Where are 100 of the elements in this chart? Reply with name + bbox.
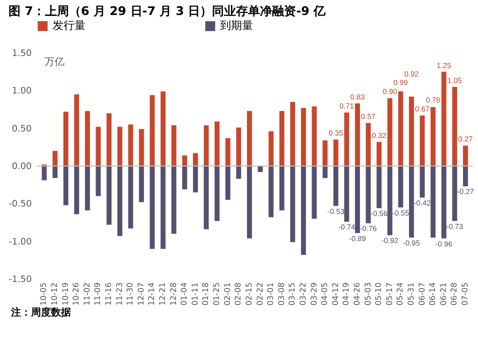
bar — [150, 95, 155, 166]
bar — [452, 166, 458, 221]
bar — [128, 166, 134, 229]
bar — [236, 166, 242, 179]
bar — [214, 166, 220, 221]
bar — [333, 140, 338, 166]
bar — [409, 96, 414, 166]
bar — [117, 126, 122, 166]
bar — [420, 166, 425, 198]
bar — [171, 166, 176, 234]
bar — [182, 166, 188, 190]
bar — [333, 166, 338, 206]
bar — [160, 91, 166, 166]
bar — [84, 110, 90, 166]
bar — [138, 166, 144, 202]
bar — [171, 125, 176, 166]
bar — [214, 121, 220, 166]
x-tick-label: 10-05 — [39, 282, 48, 306]
y-tick-label: 0.50 — [12, 124, 32, 134]
bar — [279, 166, 284, 210]
bar — [376, 166, 382, 208]
bar — [409, 166, 414, 238]
bar — [192, 166, 198, 192]
bar — [204, 166, 209, 230]
bar — [63, 112, 68, 166]
x-tick-label: 11-16 — [104, 282, 114, 306]
x-tick-label: 11-30 — [126, 282, 135, 306]
legend-label: 到期量 — [220, 19, 254, 32]
chart-title: 图 7：上周（6 月 29 日-7 月 3 日）同业存单净融资-9 亿 — [8, 4, 327, 18]
y-tick-label: -1.00 — [8, 237, 32, 248]
bar — [387, 166, 392, 236]
x-tick-label: 03-01 — [266, 282, 276, 306]
x-tick-label: 10-26 — [72, 282, 81, 306]
x-tick-label: 07-05 — [460, 282, 470, 306]
bar — [290, 166, 296, 242]
x-tick-label: 01-18 — [201, 282, 210, 306]
x-tick-label: 02-01 — [222, 282, 232, 306]
x-tick-label: 10-12 — [50, 282, 60, 306]
bar — [182, 155, 188, 166]
bar — [84, 166, 90, 210]
x-tick-label: 10-19 — [60, 282, 70, 306]
bar — [268, 166, 274, 218]
bar — [128, 124, 134, 166]
bar — [430, 166, 436, 238]
bar — [279, 110, 284, 166]
bar — [463, 146, 468, 166]
bar — [463, 166, 468, 186]
bar — [106, 166, 112, 225]
bar — [398, 91, 404, 166]
bar — [344, 112, 350, 166]
x-tick-label: 11-02 — [82, 282, 92, 306]
x-tick-label: 04-12 — [330, 282, 340, 306]
x-tick-label: 11-09 — [93, 282, 102, 306]
bar — [441, 166, 446, 238]
x-tick-label: 05-31 — [406, 282, 416, 306]
bar — [225, 166, 230, 200]
text: 注：周度数据 — [10, 306, 71, 319]
x-tick-label: 02-22 — [255, 282, 264, 306]
bar — [246, 166, 252, 238]
bar — [246, 110, 252, 166]
x-tick-label: 03-29 — [309, 282, 318, 306]
bar — [354, 166, 360, 234]
bar — [366, 123, 371, 166]
x-tick-label: 03-08 — [276, 282, 286, 306]
legend-label: 发行量 — [52, 19, 86, 32]
x-tick-label: 05-24 — [396, 282, 405, 306]
bar — [150, 166, 155, 249]
y-tick-label: -0.50 — [8, 200, 32, 210]
x-tick-label: 04-19 — [342, 282, 351, 306]
bar — [312, 106, 317, 166]
bar — [225, 138, 230, 166]
bar — [290, 102, 296, 166]
y-axis-title: 万亿 — [44, 56, 65, 68]
y-tick-label: 0.00 — [12, 162, 32, 172]
bar — [420, 115, 425, 166]
bar — [430, 107, 436, 166]
bar — [63, 166, 68, 206]
x-tick-label: 12-14 — [147, 282, 156, 306]
x-tick-label: 12-28 — [168, 282, 178, 306]
x-tick-label: 04-05 — [320, 282, 330, 306]
bar — [52, 166, 58, 178]
x-tick-label: 05-03 — [363, 282, 372, 306]
x-tick-label: 01-25 — [212, 282, 222, 306]
bar — [192, 153, 198, 166]
y-tick-label: 1.50 — [12, 48, 32, 59]
bar — [354, 103, 360, 166]
bar — [366, 166, 371, 224]
bar — [344, 166, 350, 222]
x-tick-label: 05-10 — [374, 282, 384, 306]
x-tick-label: 05-17 — [384, 282, 394, 306]
bar — [312, 166, 317, 219]
bar — [387, 98, 392, 166]
y-tick-label: -1.50 — [8, 274, 32, 285]
x-tick-label: 01-11 — [190, 282, 200, 306]
bar — [236, 128, 242, 166]
x-tick-label: 01-04 — [180, 282, 189, 306]
bar — [117, 166, 122, 236]
x-tick-label: 06-14 — [428, 282, 438, 306]
bar — [52, 150, 58, 166]
x-tick-label: 11-23 — [114, 282, 124, 306]
